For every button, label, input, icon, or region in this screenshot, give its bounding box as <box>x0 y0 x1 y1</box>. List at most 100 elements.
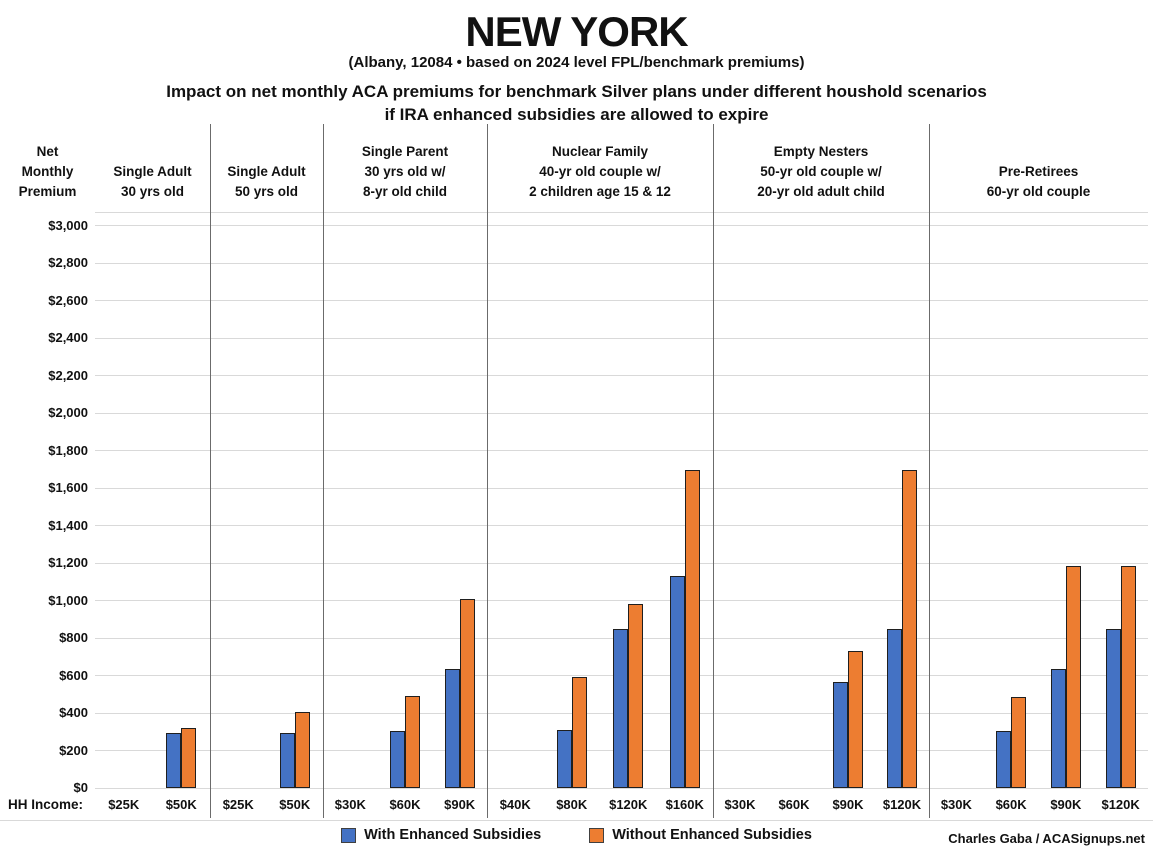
gridline <box>95 375 1148 376</box>
income-tick-label: $90K <box>832 797 864 812</box>
bar-without-subsidies <box>848 650 863 788</box>
bar-without-subsidies <box>181 727 197 788</box>
bar-with-subsidies <box>166 732 182 788</box>
gridline <box>95 600 1148 601</box>
bar-without-subsidies <box>405 696 420 788</box>
bar-with-subsidies <box>390 730 405 788</box>
y-axis-title: Net Monthly Premium <box>0 140 95 202</box>
legend-swatch-orange-icon <box>589 827 605 843</box>
bar-with-subsidies <box>279 732 295 788</box>
income-tick-label: $30K <box>940 797 972 812</box>
y-axis-title-line: Net <box>36 144 59 159</box>
income-tick-label: $30K <box>724 797 756 812</box>
gridline <box>95 787 1148 789</box>
group-header-line: Pre-Retirees <box>998 164 1079 179</box>
group-divider <box>487 124 488 818</box>
bar-without-subsidies <box>571 677 587 788</box>
group-header-line: 2 children age 15 & 12 <box>529 184 671 199</box>
legend-item-with-subsidies: With Enhanced Subsidies <box>341 827 541 843</box>
group-header-line: Nuclear Family <box>551 144 649 159</box>
group-header-line: 30 yrs old <box>120 184 185 199</box>
y-tick-label: $2,000 <box>48 405 88 420</box>
group-header: Single Adult 50 yrs old <box>210 140 323 202</box>
y-tick-label: $600 <box>59 667 88 683</box>
income-tick-label: $90K <box>1050 797 1082 812</box>
group-header-line: Single Adult <box>227 164 306 179</box>
bar-without-subsidies <box>294 711 310 788</box>
group-header-line: 40-yr old couple w/ <box>539 164 661 179</box>
y-tick-label: $1,600 <box>48 480 88 495</box>
bar-without-subsidies <box>459 598 475 788</box>
legend-item-without-subsidies: Without Enhanced Subsidies <box>589 827 812 843</box>
credit-text: Charles Gaba / ACASignups.net <box>948 831 1145 846</box>
bar-without-subsidies <box>1120 565 1136 788</box>
chart-title: NEW YORK <box>465 8 688 55</box>
bar-with-subsidies <box>556 729 572 788</box>
group-header-line: 8-yr old child <box>362 184 447 199</box>
group-header: Single Parent 30 yrs old w/8-yr old child <box>323 140 487 202</box>
y-axis-title-line: Premium <box>18 184 77 199</box>
y-tick-label: $200 <box>59 742 88 758</box>
bar-with-subsidies <box>833 682 848 788</box>
gridline <box>95 262 1148 264</box>
income-tick-label: $30K <box>334 797 366 812</box>
bar-with-subsidies <box>1050 668 1066 788</box>
group-header-line: Single Adult <box>113 164 192 179</box>
group-header: Nuclear Family 40-yr old couple w/2 child… <box>487 140 713 202</box>
group-header-line: 50-yr old couple w/ <box>760 164 882 179</box>
gridline <box>95 487 1148 489</box>
income-tick-label: $120K <box>882 797 922 812</box>
bottom-divider <box>0 820 1153 821</box>
legend-swatch-blue-icon <box>341 827 357 843</box>
income-tick-label: $50K <box>279 797 311 812</box>
bar-with-subsidies <box>1105 629 1121 788</box>
income-tick-label: $40K <box>499 797 531 812</box>
group-divider <box>929 124 930 818</box>
gridline <box>95 450 1148 451</box>
bar-without-subsidies <box>684 470 700 788</box>
gridline <box>95 412 1148 414</box>
gridline <box>95 337 1148 339</box>
income-tick-label: $25K <box>108 797 140 812</box>
gridline <box>95 525 1148 526</box>
plot-top-border <box>95 212 1148 213</box>
gridline <box>95 225 1148 226</box>
chart-heading-line1: Impact on net monthly ACA premiums for b… <box>166 82 987 101</box>
legend: With Enhanced Subsidies Without Enhanced… <box>0 827 1153 843</box>
group-divider <box>713 124 714 818</box>
y-tick-label: $1,400 <box>48 517 88 533</box>
bar-with-subsidies <box>669 575 685 788</box>
income-tick-label: $60K <box>778 797 810 812</box>
group-header-line: 50 yrs old <box>234 184 299 199</box>
y-tick-label: $2,600 <box>48 292 88 308</box>
income-tick-label: $50K <box>165 797 197 812</box>
group-header-line: 20-yr old adult child <box>757 184 885 199</box>
income-tick-label: $90K <box>444 797 476 812</box>
y-tick-label: $1,000 <box>48 592 88 608</box>
group-divider <box>323 124 324 818</box>
bar-with-subsidies <box>887 628 902 788</box>
y-tick-label: $1,200 <box>48 555 88 570</box>
chart-heading-line2: if IRA enhanced subsidies are allowed to… <box>384 105 769 124</box>
y-tick-label: $400 <box>59 705 88 720</box>
bar-with-subsidies <box>613 629 629 788</box>
bar-with-subsidies <box>444 668 460 788</box>
y-tick-label: $3,000 <box>48 217 88 233</box>
group-header-line: 30 yrs old w/ <box>364 164 446 179</box>
y-tick-label: $0 <box>73 780 88 795</box>
group-header-line: Empty Nesters <box>773 144 869 159</box>
bar-with-subsidies <box>996 730 1012 788</box>
y-tick-label: $2,200 <box>48 367 88 383</box>
bar-without-subsidies <box>902 470 917 788</box>
legend-label: With Enhanced Subsidies <box>364 827 542 843</box>
legend-label: Without Enhanced Subsidies <box>612 827 812 843</box>
y-tick-label: $2,400 <box>48 330 88 345</box>
group-header: Empty Nesters 50-yr old couple w/20-yr ol… <box>713 140 929 202</box>
group-header: Single Adult 30 yrs old <box>95 140 210 202</box>
group-header: Pre-Retirees 60-yr old couple <box>929 140 1148 202</box>
y-tick-label: $1,800 <box>48 442 88 458</box>
income-tick-label: $80K <box>556 797 588 812</box>
group-header-line: 60-yr old couple <box>986 184 1091 199</box>
income-tick-label: $60K <box>995 797 1027 812</box>
